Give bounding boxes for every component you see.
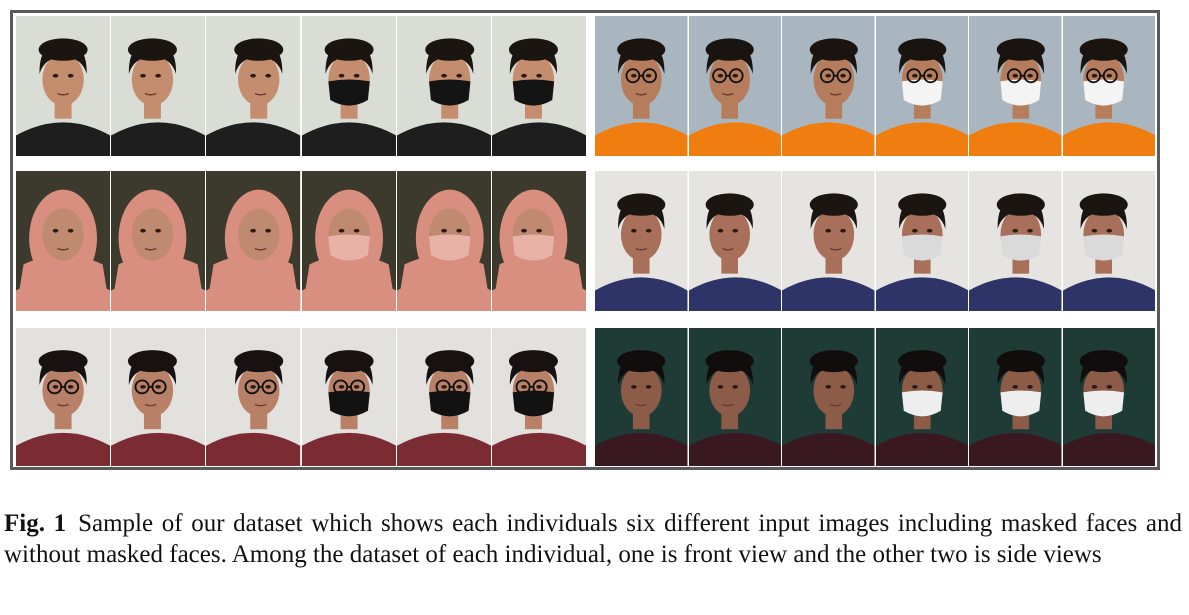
face-photo-masked-side bbox=[491, 16, 586, 156]
face-photo-masked-side bbox=[1062, 16, 1155, 156]
face-photo-masked-side bbox=[491, 171, 586, 311]
face-photo-unmasked-front bbox=[16, 171, 112, 311]
face-photo-unmasked-front bbox=[595, 328, 689, 466]
face-photo-masked-side bbox=[969, 171, 1063, 311]
figure-label: Fig. 1 bbox=[4, 510, 67, 537]
figure-image bbox=[10, 10, 1160, 470]
face-photo-unmasked-side bbox=[688, 16, 782, 156]
face-photo-unmasked-side bbox=[688, 171, 782, 311]
face-photo-masked-side bbox=[491, 328, 586, 466]
photo-grid-person-1 bbox=[16, 16, 586, 156]
photo-grid-person-3 bbox=[16, 171, 586, 311]
face-photo-masked-side bbox=[396, 328, 492, 466]
face-photo-masked-side bbox=[1062, 171, 1155, 311]
face-photo-masked-front bbox=[301, 328, 397, 466]
face-photo-masked-side bbox=[396, 171, 492, 311]
caption-text: Sample of our dataset which shows each i… bbox=[4, 510, 1182, 568]
face-photo-unmasked-side bbox=[206, 171, 302, 311]
face-photo-unmasked-front bbox=[16, 328, 112, 466]
figure-caption: Fig. 1 Sample of our dataset which shows … bbox=[4, 508, 1182, 570]
face-photo-unmasked-side bbox=[111, 328, 207, 466]
face-photo-unmasked-side bbox=[782, 16, 876, 156]
face-photo-masked-front bbox=[301, 16, 397, 156]
face-photo-masked-side bbox=[396, 16, 492, 156]
face-photo-unmasked-side bbox=[111, 16, 207, 156]
face-photo-unmasked-side bbox=[111, 171, 207, 311]
photo-grid-person-2 bbox=[595, 16, 1155, 156]
face-photo-unmasked-side bbox=[206, 16, 302, 156]
face-photo-masked-front bbox=[875, 16, 969, 156]
face-photo-unmasked-front bbox=[16, 16, 112, 156]
face-photo-masked-front bbox=[875, 171, 969, 311]
photo-grid-person-6 bbox=[595, 328, 1155, 466]
face-photo-masked-front bbox=[875, 328, 969, 466]
face-photo-unmasked-side bbox=[206, 328, 302, 466]
photo-grid-person-5 bbox=[16, 328, 586, 466]
face-photo-unmasked-front bbox=[595, 16, 689, 156]
face-photo-masked-front bbox=[301, 171, 397, 311]
face-photo-masked-side bbox=[1062, 328, 1155, 466]
face-photo-unmasked-front bbox=[595, 171, 689, 311]
face-photo-masked-side bbox=[969, 16, 1063, 156]
face-photo-unmasked-side bbox=[688, 328, 782, 466]
face-photo-unmasked-side bbox=[782, 171, 876, 311]
photo-grid-person-4 bbox=[595, 171, 1155, 311]
face-photo-unmasked-side bbox=[782, 328, 876, 466]
face-photo-masked-side bbox=[969, 328, 1063, 466]
